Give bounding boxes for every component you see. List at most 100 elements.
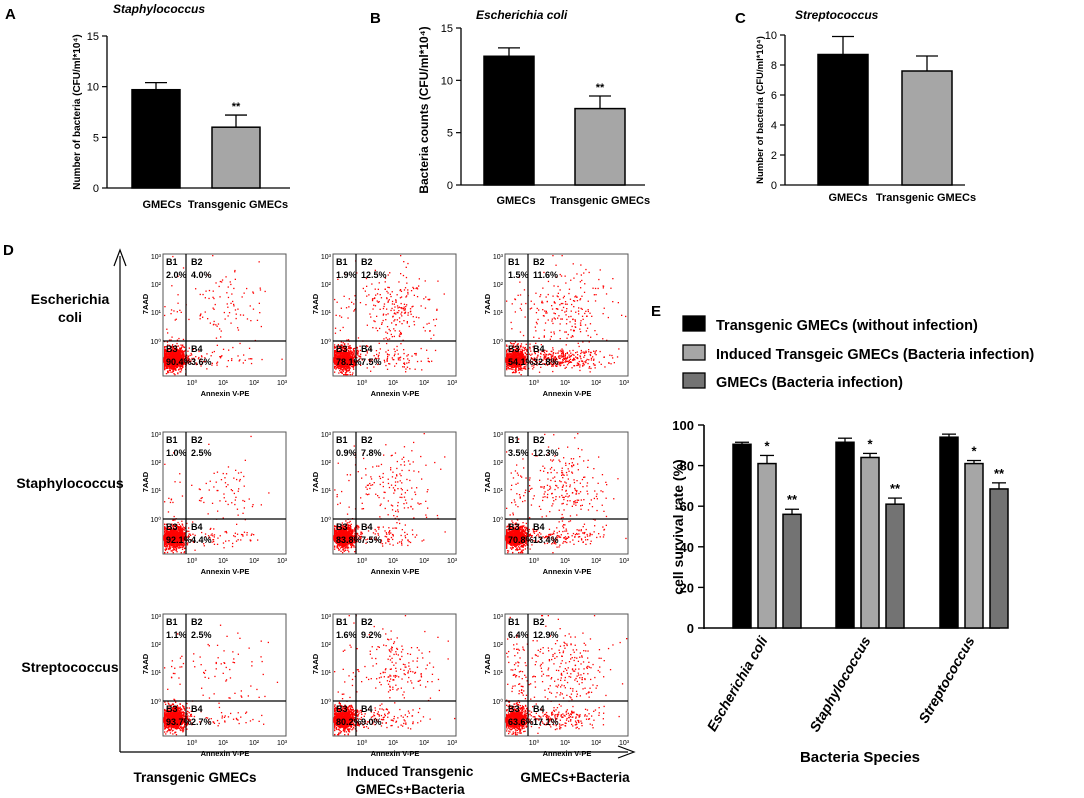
data-point xyxy=(166,352,168,354)
data-point xyxy=(429,330,431,332)
data-point xyxy=(166,350,169,352)
x-category-label: GMECs xyxy=(828,192,867,204)
data-point xyxy=(386,326,389,328)
data-point xyxy=(338,372,340,374)
data-point xyxy=(336,529,338,531)
data-point xyxy=(178,528,180,531)
data-point xyxy=(400,307,402,309)
data-point xyxy=(559,289,561,291)
data-point xyxy=(396,305,399,307)
data-point xyxy=(571,359,574,361)
data-point xyxy=(334,367,336,369)
data-point xyxy=(340,525,342,527)
quadrant-percent: 2.5% xyxy=(191,448,212,458)
data-point xyxy=(213,536,215,538)
data-point xyxy=(351,301,353,303)
quadrant-label: B4 xyxy=(191,344,203,354)
data-point xyxy=(427,298,429,301)
data-point xyxy=(353,365,355,367)
data-point xyxy=(189,354,191,357)
data-point xyxy=(568,292,570,295)
data-point xyxy=(230,322,232,324)
data-point xyxy=(164,527,166,529)
data-point xyxy=(521,369,523,371)
data-point xyxy=(179,348,181,350)
data-point xyxy=(372,327,374,329)
data-point xyxy=(235,496,237,498)
data-point xyxy=(399,289,402,291)
data-point xyxy=(573,354,575,356)
data-point xyxy=(409,308,412,310)
data-point xyxy=(347,367,349,369)
data-point xyxy=(506,351,508,353)
data-point xyxy=(225,473,228,475)
data-point xyxy=(553,363,555,365)
data-point xyxy=(400,296,403,298)
data-point xyxy=(349,366,351,368)
data-point xyxy=(571,335,574,337)
data-point xyxy=(348,524,350,526)
data-point xyxy=(525,343,527,345)
data-point xyxy=(168,547,171,549)
panel-d: DEscherichiacoliStaphylococcusStreptococ… xyxy=(3,242,636,797)
data-point xyxy=(200,355,203,357)
data-point xyxy=(551,365,553,367)
data-point xyxy=(236,533,239,535)
data-point xyxy=(437,280,439,282)
data-point xyxy=(390,295,392,298)
data-point xyxy=(182,350,185,353)
data-point xyxy=(394,319,396,321)
data-point xyxy=(171,525,174,527)
data-point xyxy=(215,337,218,339)
data-point xyxy=(175,548,177,550)
data-point xyxy=(506,365,508,367)
data-point xyxy=(565,358,568,360)
data-point xyxy=(529,308,531,310)
data-point xyxy=(406,282,408,284)
y-tick-label: 10³ xyxy=(321,254,332,261)
data-point xyxy=(259,287,261,289)
data-point xyxy=(227,466,230,468)
data-point xyxy=(548,358,550,360)
data-point xyxy=(171,371,174,373)
data-point xyxy=(591,315,593,317)
data-point xyxy=(204,533,207,535)
dense-population xyxy=(163,530,183,546)
x-tick-label: 10¹ xyxy=(218,558,229,565)
data-point xyxy=(167,352,169,354)
data-point xyxy=(602,338,604,340)
data-point xyxy=(243,485,245,487)
data-point xyxy=(215,282,217,284)
data-point xyxy=(406,321,408,323)
data-point xyxy=(173,549,176,551)
data-point xyxy=(248,347,251,349)
data-point xyxy=(544,322,547,324)
data-point xyxy=(349,348,351,350)
data-point xyxy=(581,315,584,317)
data-point xyxy=(400,332,402,335)
data-point xyxy=(198,499,201,502)
data-point xyxy=(170,347,173,349)
data-point xyxy=(346,522,348,524)
data-point xyxy=(168,349,170,351)
data-point xyxy=(209,322,211,324)
data-point xyxy=(334,332,337,334)
data-point xyxy=(165,349,167,351)
data-point xyxy=(564,355,566,357)
data-point xyxy=(165,350,167,352)
data-point xyxy=(201,362,203,365)
data-point xyxy=(170,309,173,311)
data-point xyxy=(388,363,390,365)
data-point xyxy=(561,309,563,311)
data-point xyxy=(588,351,590,353)
significance-marker: ** xyxy=(232,101,241,113)
data-point xyxy=(602,287,604,289)
data-point xyxy=(197,358,200,360)
data-point xyxy=(180,371,182,373)
data-point xyxy=(200,365,202,367)
data-point xyxy=(379,294,381,296)
data-point xyxy=(382,307,385,310)
data-point xyxy=(406,295,408,297)
data-point xyxy=(193,360,195,362)
data-point xyxy=(338,350,341,352)
